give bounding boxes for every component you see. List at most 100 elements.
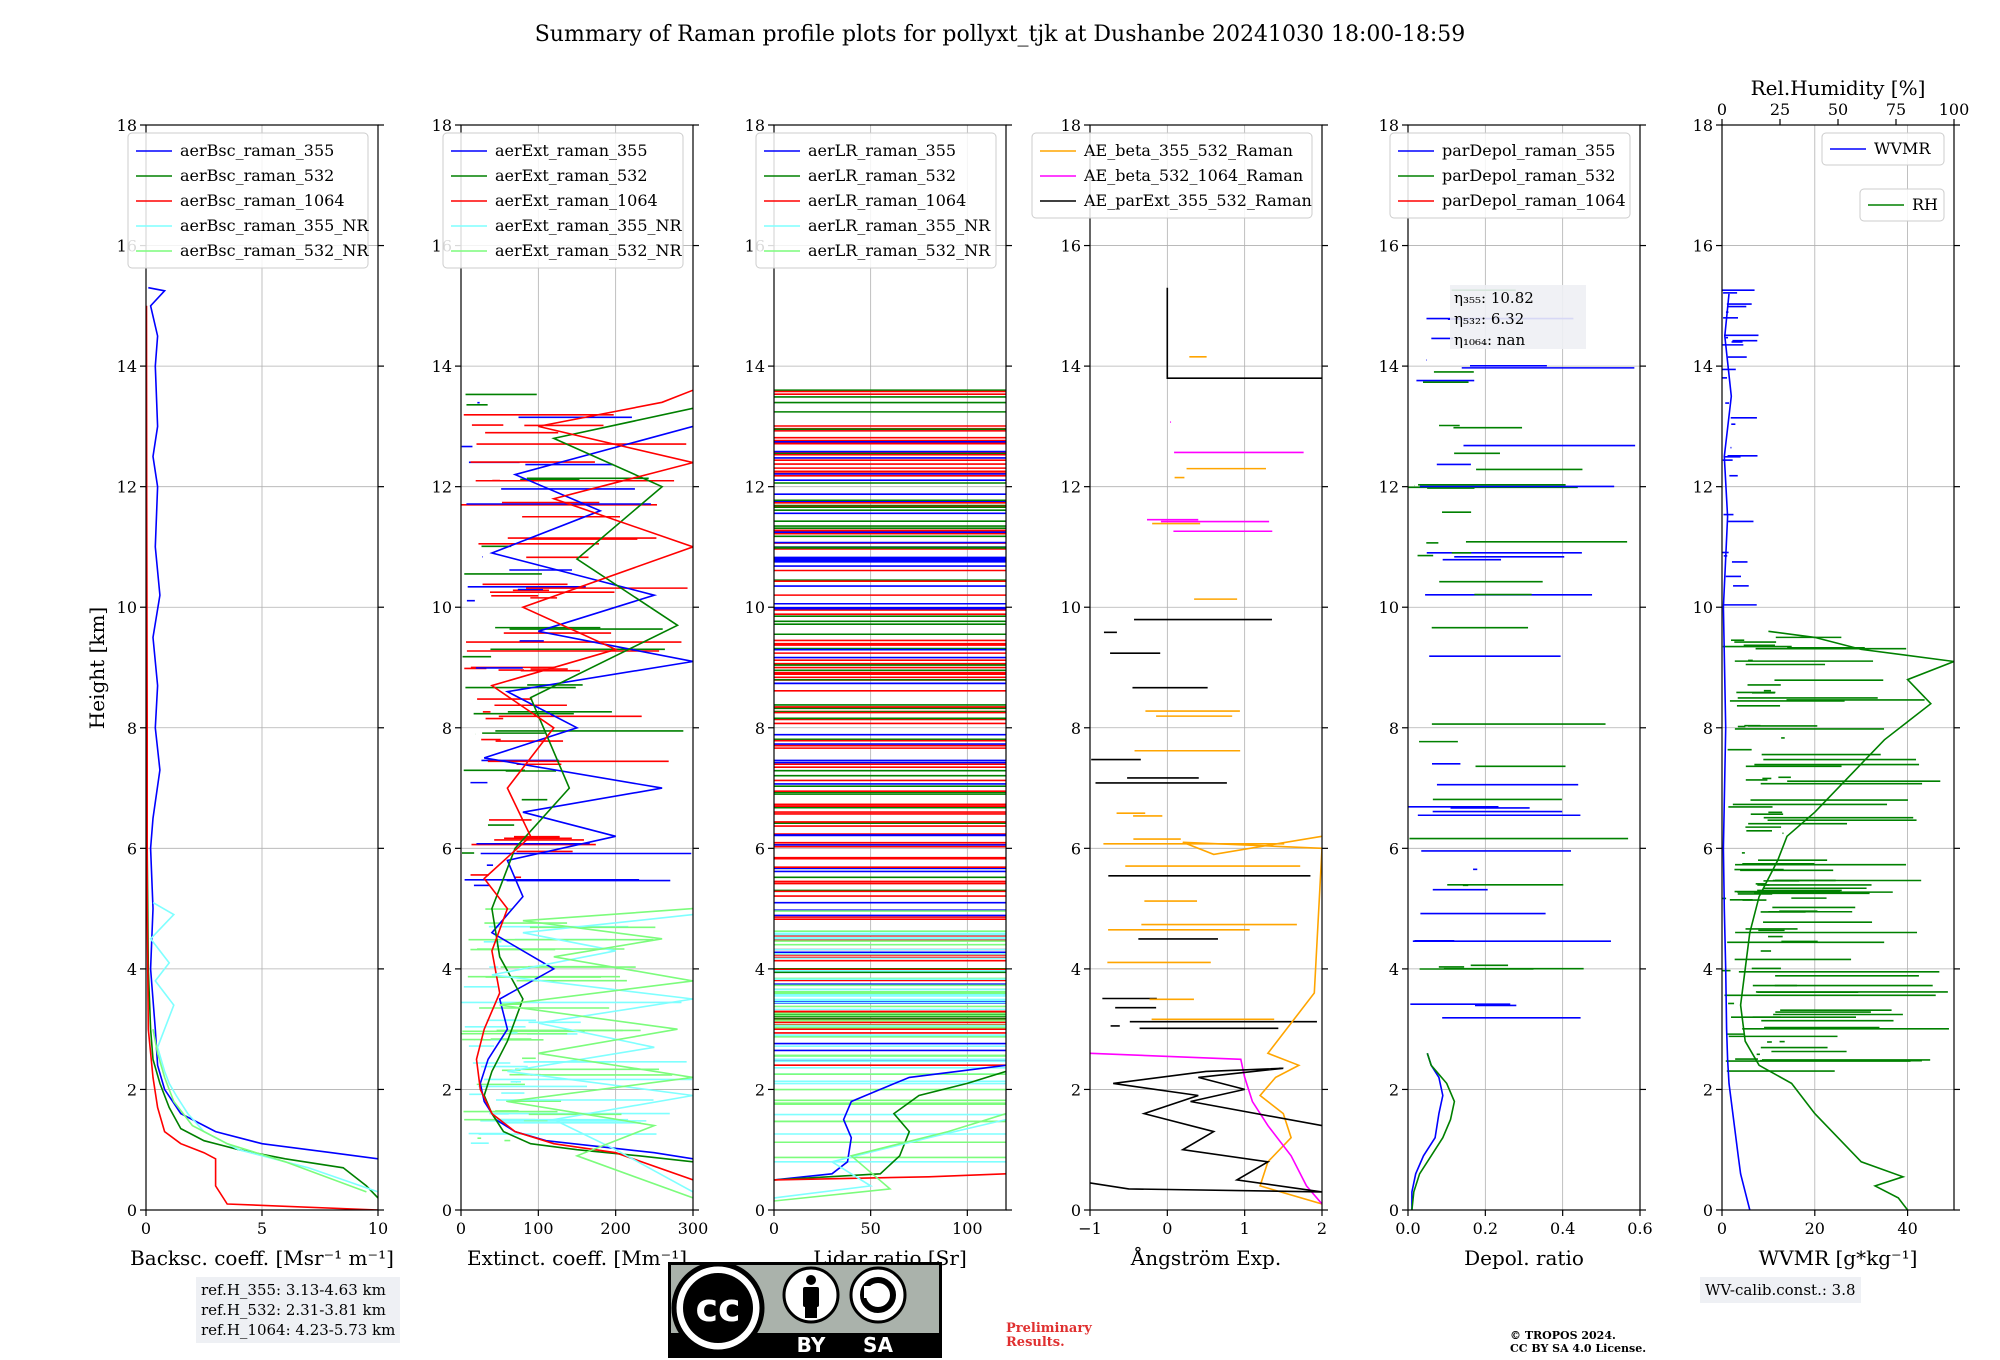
series-line [146,305,378,1210]
y-tick-label: 8 [127,719,137,738]
plot-area [1090,287,1322,1205]
series-line [774,1070,1006,1181]
x-tick-label: 0.4 [1550,1219,1575,1238]
x-tick-label: 1 [1240,1219,1250,1238]
y-tick-label: 14 [1379,357,1399,376]
y-tick-label: 16 [1693,237,1713,256]
y-tick-label: 0 [442,1201,452,1220]
legend-label: AE_beta_532_1064_Raman [1083,166,1303,185]
y-tick-label: 16 [1379,237,1399,256]
x-tick-label: 0 [1162,1219,1172,1238]
legend-label: aerExt_raman_532_NR [495,241,683,260]
legend-box [755,132,997,269]
axes-frame [460,124,694,1211]
plot-area [1408,289,1636,1210]
x-tick-label: 300 [678,1219,709,1238]
y-tick-label: 4 [1389,960,1399,979]
series-line [1739,630,1954,1210]
series-line [1722,293,1751,1210]
y-tick-label: 6 [1389,839,1399,858]
y-axis-label: Height [km] [85,607,109,729]
legend-label: aerLR_raman_532 [808,166,956,185]
eta-label: η₁₀₆₄: nan [1454,331,1525,349]
y-tick-label: 18 [432,116,452,135]
legend-label: aerExt_raman_355_NR [495,216,683,235]
y-tick-label: 18 [745,116,765,135]
legend-label: aerBsc_raman_532_NR [180,241,369,260]
series-line [499,907,693,1199]
legend-label: aerLR_raman_355_NR [808,216,991,235]
legend-box [442,132,684,269]
series-line [774,1112,1006,1202]
y-tick-label: 2 [127,1080,137,1099]
legend-label: aerLR_raman_1064 [808,191,966,210]
panel-5: 0 2 4 6 8 10 12 14 16 18 0.0 0.2 0.4 0.6 Depol. ratio p… [1379,116,1653,1270]
y-tick-label: 10 [1061,598,1081,617]
series-line [152,1029,367,1193]
series-line [774,1064,1006,1181]
x-tick-label: 10 [368,1219,388,1238]
y-tick-label: 6 [127,839,137,858]
legend-label: aerExt_raman_1064 [495,191,658,210]
y-tick-label: 18 [1693,116,1713,135]
x-tick-label: −1 [1078,1219,1102,1238]
series-line [774,1118,1006,1199]
x-tick-label: 0 [1717,1219,1727,1238]
x-tick-label: 100 [523,1219,554,1238]
y-tick-label: 2 [442,1080,452,1099]
svg-text:cc: cc [695,1286,740,1330]
y-tick-label: 4 [127,960,137,979]
series-line [1166,287,1322,380]
x-tick-label: 0 [456,1219,466,1238]
y-tick-label: 12 [745,478,765,497]
y-tick-label: 2 [1071,1080,1081,1099]
x-tick-label: 50 [860,1219,880,1238]
x-tick-label: 20 [1805,1219,1825,1238]
ref-height-1064: ref.H_1064: 4.23-5.73 km [201,1321,396,1339]
x-tick-label: 0 [141,1219,151,1238]
y-tick-label: 6 [442,839,452,858]
plot-area [146,286,378,1210]
svg-text:BY: BY [797,1333,826,1357]
y-tick-label: 0 [127,1201,137,1220]
y-tick-label: 10 [117,598,137,617]
series-line [1182,835,1322,1205]
y-tick-label: 6 [1703,839,1713,858]
legend-label: aerExt_raman_355 [495,141,648,160]
ref-height-355: ref.H_355: 3.13-4.63 km [201,1281,386,1299]
series-line [483,407,693,1163]
x-tick-label: 0.2 [1473,1219,1498,1238]
legend-label: WVMR [1874,139,1931,158]
share-alike-icon [849,1266,907,1324]
cc-by-sa-badge: cc BY SA [668,1262,942,1358]
y-tick-label: 0 [1703,1201,1713,1220]
series-line [1411,1053,1456,1210]
legend-label: RH [1912,195,1938,214]
series-line [1090,1067,1322,1193]
axes-frame [1721,124,1955,1211]
x-axis-label: Extinct. coeff. [Mm⁻¹] [467,1246,687,1270]
top-x-tick-label: 50 [1828,100,1848,119]
y-tick-label: 8 [1703,719,1713,738]
x-tick-label: 2 [1317,1219,1327,1238]
y-tick-label: 8 [442,719,452,738]
x-tick-label: 40 [1897,1219,1917,1238]
plot-area [774,389,1006,1202]
legend-label: parDepol_raman_532 [1442,166,1615,185]
y-tick-label: 2 [755,1080,765,1099]
y-tick-label: 10 [432,598,452,617]
y-tick-label: 8 [755,719,765,738]
y-tick-label: 16 [1061,237,1081,256]
svg-text:SA: SA [863,1333,893,1357]
wv-calib-box: WV-calib.const.: 3.8 [1700,1277,1861,1303]
axes-frame [1407,124,1641,1211]
x-tick-label: 0.0 [1395,1219,1420,1238]
series-line [479,425,693,1160]
top-x-tick-label: 75 [1886,100,1906,119]
y-tick-label: 18 [117,116,137,135]
ref-height-532: ref.H_532: 2.31-3.81 km [201,1301,386,1319]
y-tick-label: 8 [1071,719,1081,738]
y-tick-label: 10 [1379,598,1399,617]
